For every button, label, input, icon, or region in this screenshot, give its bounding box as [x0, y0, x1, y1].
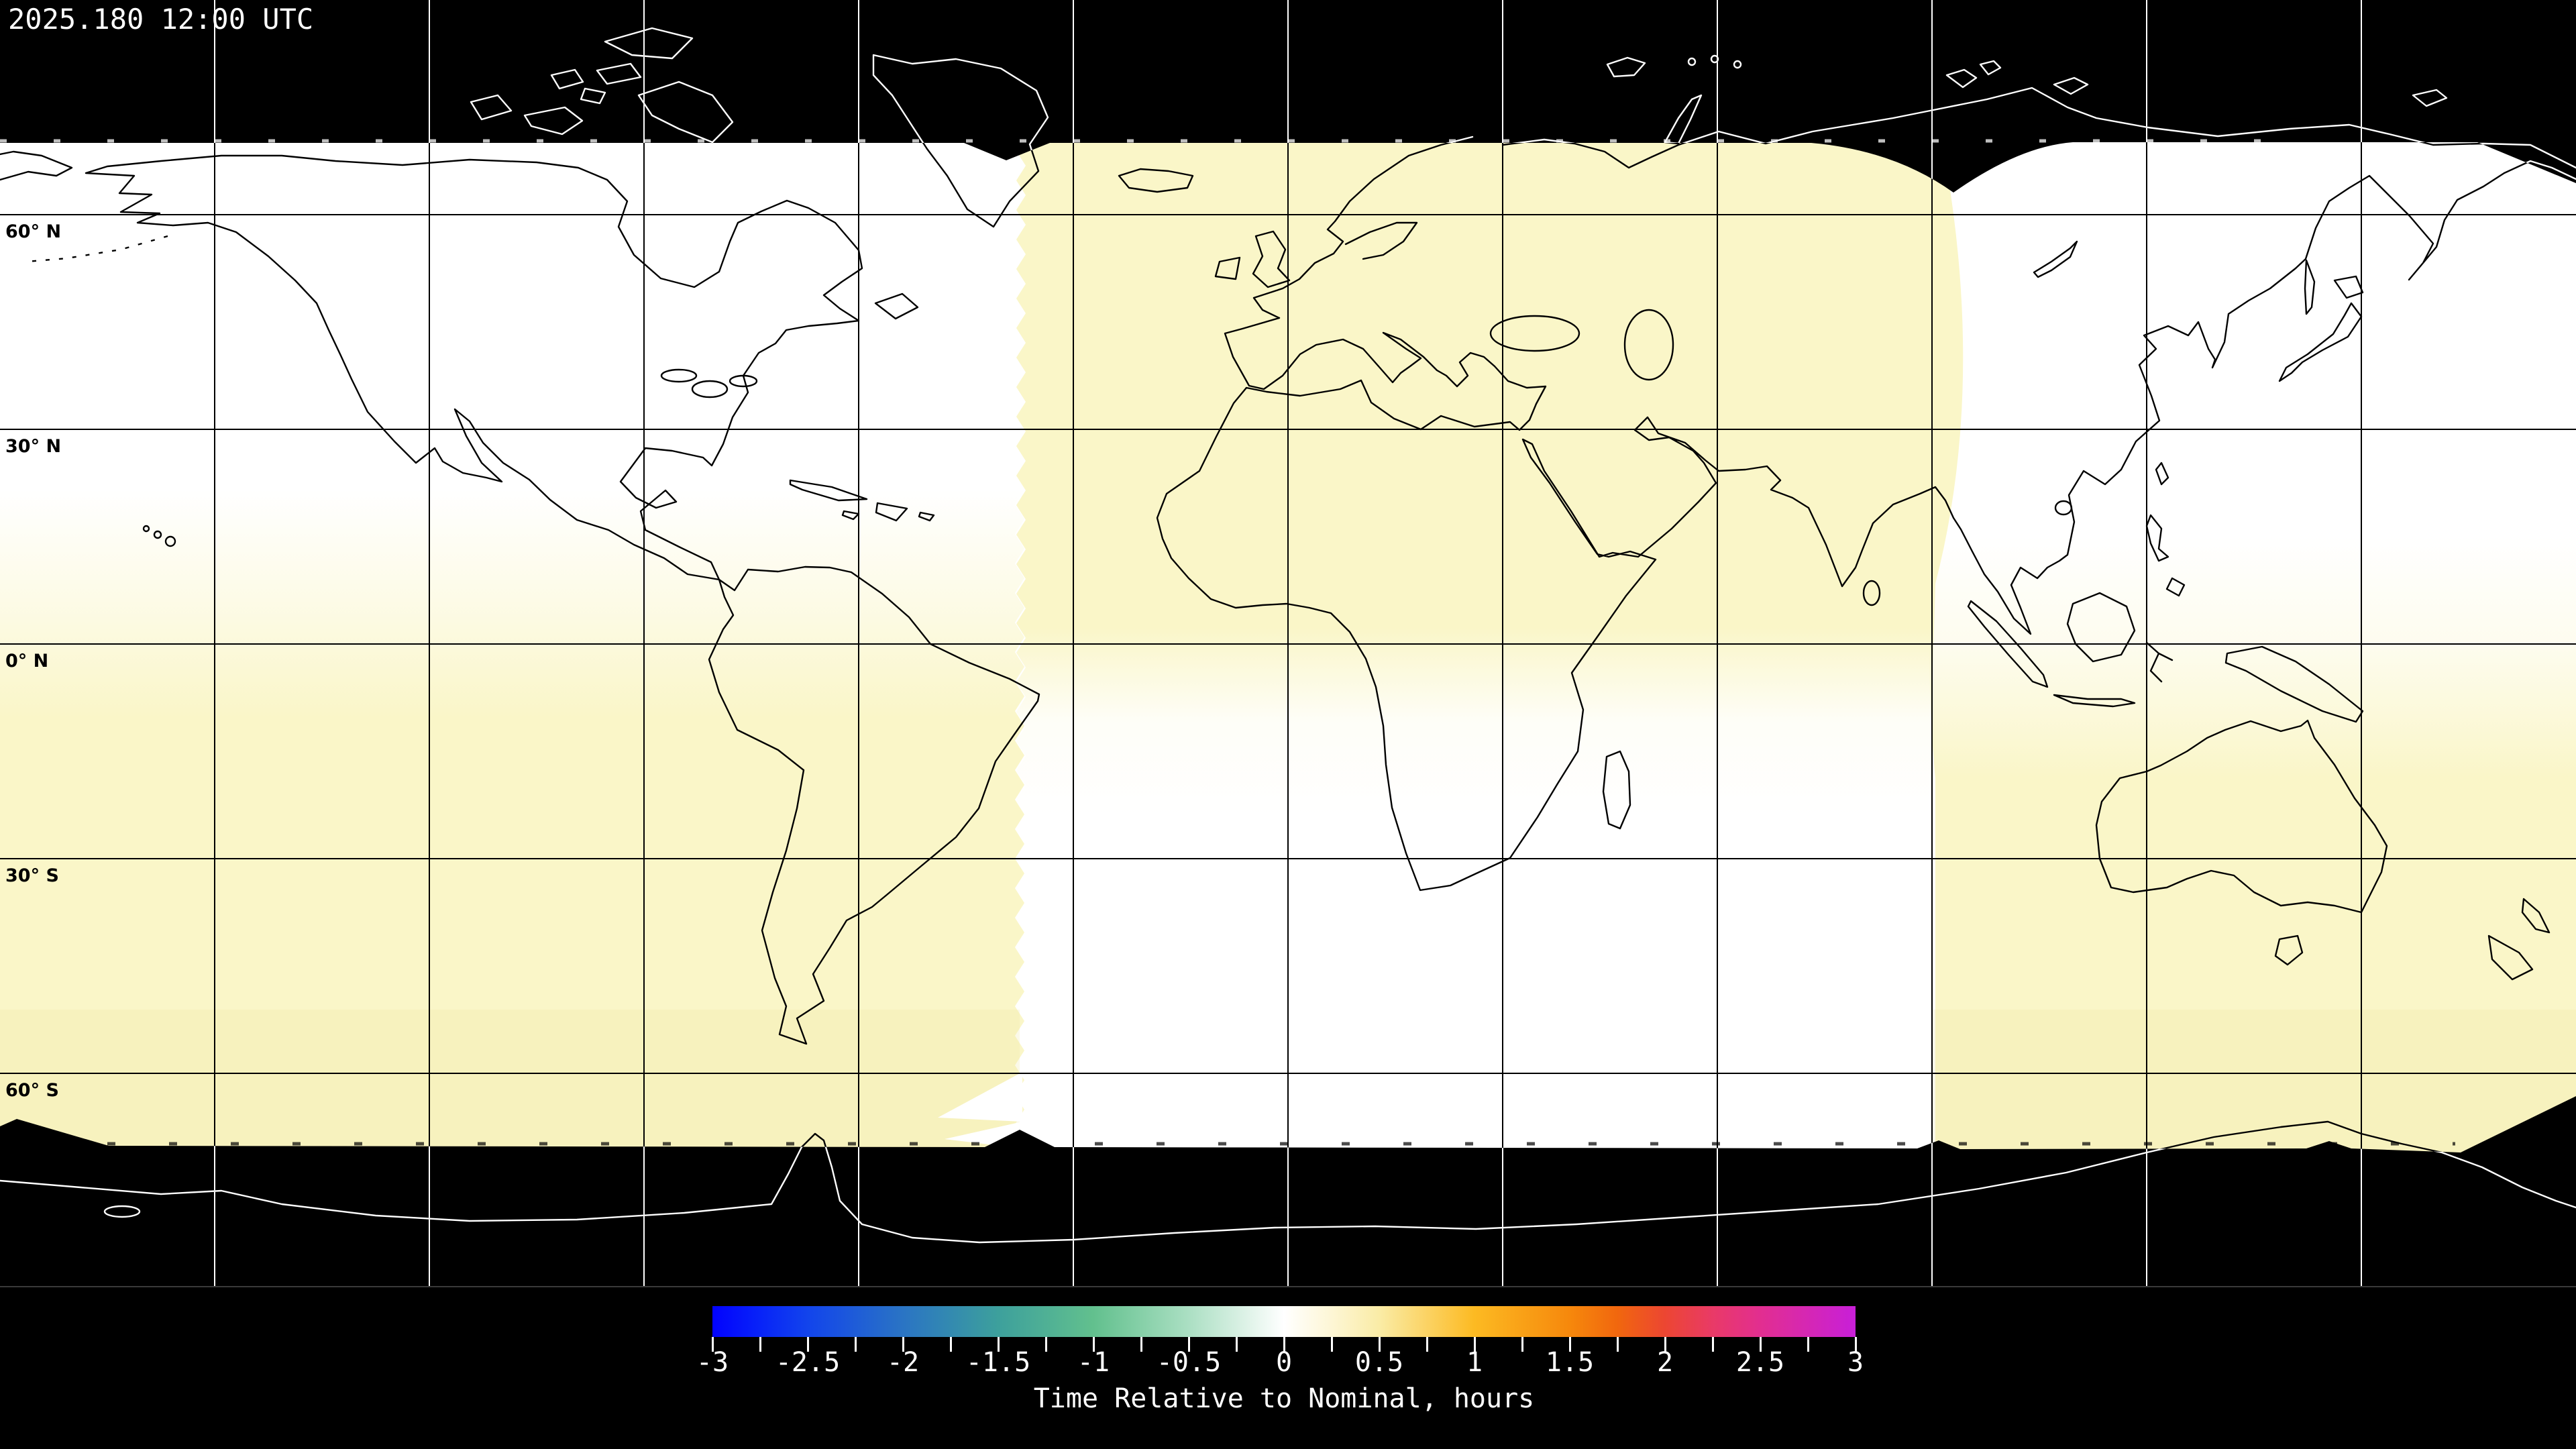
latitude-label: 30° S	[5, 865, 59, 886]
colorbar-tick	[902, 1337, 904, 1352]
colorbar-tick-label: 1.5	[1545, 1347, 1595, 1378]
colorbar-tick	[1711, 1337, 1714, 1352]
colorbar-tick	[949, 1337, 952, 1352]
latitude-label: 60° S	[5, 1080, 59, 1101]
colorbar-tick	[1426, 1337, 1428, 1352]
colorbar-tick	[1807, 1337, 1809, 1352]
coast-aleutians	[26, 235, 168, 263]
colorbar-tick	[1235, 1337, 1238, 1352]
colorbar-tick-label: 3	[1847, 1347, 1864, 1378]
latitude-labels: 60° N 30° N 0° N 30° S 60° S	[5, 221, 61, 1101]
colorbar-tick	[1473, 1337, 1476, 1352]
colorbar-tick	[1140, 1337, 1142, 1352]
colorbar-tick-label: 1	[1466, 1347, 1483, 1378]
colorbar-tick-label: -0.5	[1156, 1347, 1222, 1378]
colorbar-gradient	[712, 1306, 1856, 1337]
colorbar-tick	[1521, 1337, 1523, 1352]
colorbar-tick	[1283, 1337, 1285, 1352]
colorbar-tick	[1044, 1337, 1047, 1352]
colorbar-tick	[1616, 1337, 1619, 1352]
colorbar-tick-label: -2.5	[775, 1347, 841, 1378]
colorbar-tick-label: -3	[696, 1347, 729, 1378]
colorbar-tick-label: 0.5	[1354, 1347, 1404, 1378]
colorbar-tick	[1854, 1337, 1857, 1352]
colorbar-tick-label: -1	[1077, 1347, 1110, 1378]
colorbar-tick-label: 0	[1275, 1347, 1293, 1378]
colorbar-tick	[711, 1337, 714, 1352]
colorbar-tick-label: -2	[886, 1347, 920, 1378]
swath-zone-central	[1016, 125, 1964, 815]
colorbar-tick	[1187, 1337, 1190, 1352]
colorbar-tick-label: 2	[1656, 1347, 1674, 1378]
colorbar-title: Time Relative to Nominal, hours	[1033, 1383, 1535, 1414]
colorbar-tick	[854, 1337, 857, 1352]
latitude-label: 0° N	[5, 651, 48, 672]
swath-zone-right-south	[1929, 537, 2576, 1171]
colorbar-tick	[1330, 1337, 1333, 1352]
colorbar-tick	[1378, 1337, 1381, 1352]
colorbar-tick-label: -1.5	[965, 1347, 1031, 1378]
swath-zone-left-south	[0, 490, 1024, 1171]
colorbar-tick	[759, 1337, 761, 1352]
colorbar-tick	[997, 1337, 1000, 1352]
latitude-label: 30° N	[5, 436, 61, 457]
timestamp-label: 2025.180 12:00 UTC	[8, 3, 314, 36]
colorbar-tick	[1759, 1337, 1762, 1352]
colorbar-tick-label: 2.5	[1735, 1347, 1785, 1378]
colorbar-tick	[1568, 1337, 1571, 1352]
colorbar-tick	[1664, 1337, 1666, 1352]
latitude-label: 60° N	[5, 221, 61, 242]
colorbar-tick	[806, 1337, 809, 1352]
colorbar-tick	[1092, 1337, 1095, 1352]
